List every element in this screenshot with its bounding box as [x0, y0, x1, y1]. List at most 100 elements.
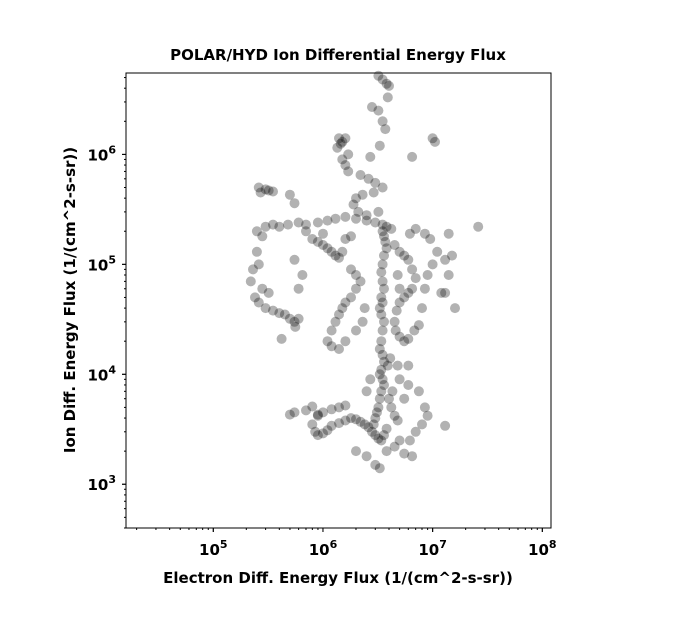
data-point: [380, 124, 391, 135]
data-point: [367, 102, 377, 112]
data-point: [359, 419, 370, 430]
data-point: [392, 415, 403, 426]
data-point: [326, 341, 337, 352]
data-point: [377, 226, 388, 237]
data-point: [410, 223, 421, 234]
data-point: [351, 414, 361, 425]
data-point: [377, 349, 388, 360]
data-point: [268, 219, 278, 230]
data-point: [392, 360, 403, 371]
data-point: [381, 78, 392, 89]
data-point: [389, 316, 400, 327]
data-point: [440, 287, 451, 298]
data-point: [330, 250, 341, 261]
data-point: [373, 402, 384, 413]
data-point: [392, 270, 403, 280]
data-point: [312, 430, 323, 441]
data-point: [318, 240, 328, 250]
data-point: [377, 374, 388, 385]
data-point: [399, 393, 410, 404]
data-point: [301, 219, 311, 230]
data-point: [394, 297, 405, 308]
data-point: [440, 420, 451, 431]
data-point: [403, 360, 414, 371]
data-point: [293, 313, 304, 324]
data-point: [377, 219, 388, 230]
plot-frame: [125, 72, 552, 529]
data-point: [260, 184, 271, 195]
data-point: [403, 380, 414, 390]
data-point: [351, 193, 361, 204]
y-axis-label: Ion Diff. Energy Flux (1/(cm^2-s-sr)): [61, 147, 79, 453]
data-point: [355, 276, 366, 287]
data-point: [355, 170, 366, 180]
data-point: [399, 292, 410, 303]
data-point: [357, 316, 368, 327]
data-point: [377, 259, 388, 270]
data-point: [376, 292, 387, 303]
data-point: [363, 422, 374, 433]
data-point: [394, 374, 405, 385]
data-point: [351, 325, 361, 336]
data-point: [368, 419, 379, 430]
data-point: [376, 309, 387, 320]
data-point: [351, 446, 361, 457]
data-point: [417, 419, 427, 430]
data-point: [318, 228, 328, 239]
data-point: [376, 336, 387, 347]
data-point: [343, 166, 354, 177]
data-point: [343, 149, 354, 160]
data-point: [337, 303, 348, 314]
data-point: [250, 292, 260, 303]
data-point: [340, 234, 351, 244]
data-point: [370, 177, 381, 188]
data-point: [419, 283, 430, 294]
data-point: [389, 240, 400, 250]
data-point: [353, 206, 364, 217]
data-point: [335, 138, 346, 149]
data-point: [326, 420, 337, 431]
data-point: [337, 246, 348, 257]
data-point: [384, 393, 394, 404]
data-point: [389, 410, 400, 421]
data-point: [394, 331, 405, 342]
data-point: [404, 228, 415, 239]
data-point: [340, 400, 351, 411]
data-point: [376, 364, 387, 375]
data-point: [403, 333, 414, 344]
data-point: [430, 136, 440, 147]
data-point: [407, 451, 418, 462]
data-point: [373, 206, 384, 217]
data-point: [322, 336, 333, 347]
data-point: [384, 80, 394, 91]
data-point: [351, 213, 361, 224]
data-point: [377, 297, 388, 308]
data-point: [307, 401, 318, 412]
data-point: [346, 292, 356, 303]
data-point: [407, 264, 418, 275]
data-point: [361, 210, 372, 221]
data-point: [263, 287, 274, 298]
data-point: [334, 418, 344, 429]
data-point: [450, 303, 460, 314]
data-point: [257, 231, 268, 242]
data-point: [346, 264, 356, 275]
data-point: [297, 270, 308, 280]
data-point: [385, 353, 396, 364]
data-point: [351, 270, 361, 280]
data-point: [376, 435, 387, 446]
data-point: [376, 386, 387, 397]
data-point: [279, 309, 290, 320]
data-point: [399, 448, 410, 459]
data-point: [307, 234, 318, 244]
x-tick-label: 106: [309, 538, 338, 559]
data-point: [368, 187, 379, 198]
data-point: [268, 186, 278, 197]
data-point: [307, 419, 318, 430]
data-point: [359, 303, 370, 314]
data-point: [473, 221, 484, 232]
data-point: [370, 413, 381, 424]
data-point: [257, 283, 268, 294]
data-point: [407, 151, 418, 162]
data-point: [394, 283, 405, 294]
